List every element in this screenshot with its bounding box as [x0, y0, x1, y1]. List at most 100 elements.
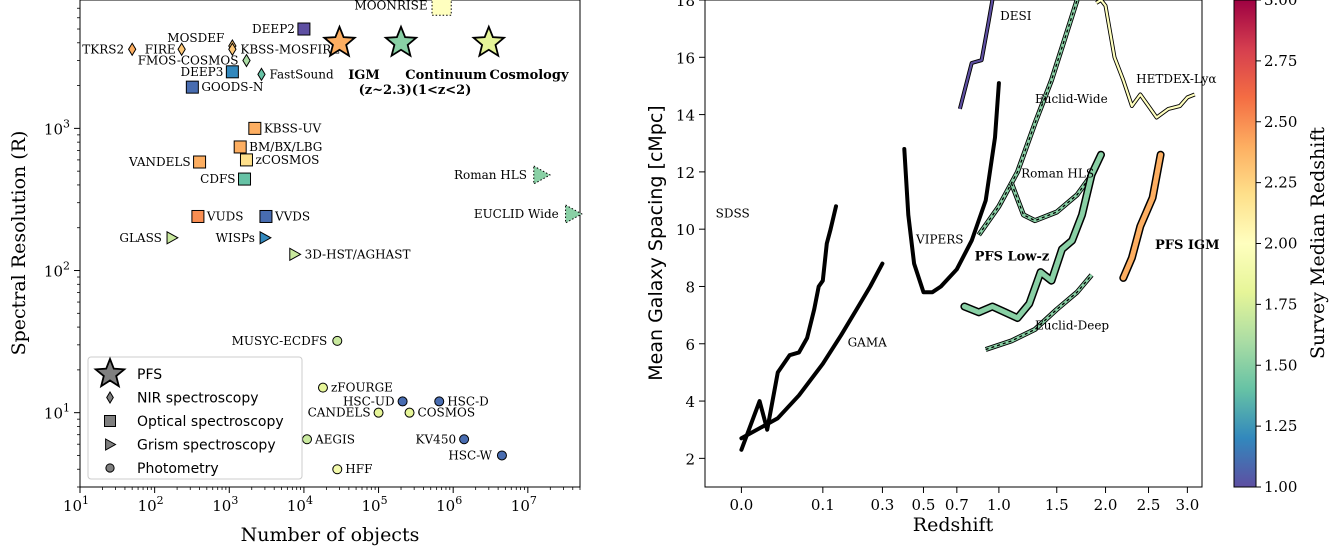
legend-label: Optical spectroscopy	[137, 414, 284, 430]
line-label: PFS Low-z	[975, 250, 1050, 265]
point-vandels-marker	[193, 155, 207, 169]
right-plot-frame	[704, 0, 1203, 488]
line-label: GAMA	[848, 336, 888, 350]
point-tkrs2-marker	[127, 42, 137, 57]
point-deep3-marker	[225, 65, 239, 79]
line-label: Euclid-Wide	[1035, 92, 1108, 106]
legend-label: Photometry	[137, 461, 219, 477]
left-y-ticks: 101 102 103	[44, 7, 80, 488]
series-gama-line	[739, 261, 885, 441]
colorbar: 1.00 1.25 1.50 1.75 2.00 2.25 2.50 2.75 3.00 Sur…	[1233, 0, 1329, 496]
pfs-star-1	[383, 24, 419, 58]
pfs-label-cosmology: Cosmology	[489, 68, 568, 83]
colorbar-tick-label: 3.00	[1264, 0, 1297, 9]
left-x-tick-label: 107	[511, 494, 537, 515]
point-candels-marker	[373, 407, 384, 418]
pfs-label-igm: IGM	[348, 68, 380, 83]
pfs-label-redshift: (z~2.3)(1<z<2)	[359, 83, 472, 98]
legend-diamond-icon	[106, 391, 114, 404]
right-x-tick-label: 0.3	[871, 496, 895, 514]
series-euclid-wide-fill	[977, 0, 1079, 236]
line-label: DESI	[1000, 9, 1032, 23]
point-deep2-marker	[297, 22, 311, 36]
legend-triangle-icon	[105, 438, 117, 451]
point-roman-hls-marker	[533, 165, 552, 185]
point-vvds-marker	[259, 209, 273, 223]
pfs-star-2	[471, 24, 507, 58]
line-label: PFS IGM	[1155, 238, 1220, 253]
point-label: FastSound	[269, 67, 334, 81]
legend-label: Grism spectroscopy	[137, 438, 276, 454]
right-x-tick-label: 3.0	[1175, 496, 1199, 514]
right-y-tick-label: 2	[685, 450, 695, 468]
colorbar-tick-label: 1.75	[1264, 295, 1297, 313]
point-label: zCOSMOS	[255, 153, 319, 167]
legend-frame	[87, 356, 303, 480]
point-label: HSC-D	[447, 394, 489, 408]
point-kv450-marker	[459, 434, 470, 445]
point-label: KBSS-MOSFIRE	[240, 42, 340, 56]
point-cdfs-marker	[238, 172, 252, 186]
right-x-tick-label: 2.0	[1094, 496, 1118, 514]
point-label: MOONRISE	[354, 0, 427, 13]
right-x-ticks: 0.0 0.1 0.3 0.5 0.7 1.0 1.5 2.0 2.5 3.0	[729, 487, 1199, 514]
pfs-stars	[321, 24, 507, 58]
right-y-tick-label: 12	[676, 164, 695, 182]
series-pfs-igm-line	[1120, 152, 1164, 281]
series-vipers-line	[902, 81, 1001, 295]
point-label: CANDELS	[308, 406, 371, 420]
left-y-tick-label: 103	[44, 117, 70, 138]
left-y-tick-label: 102	[44, 260, 70, 281]
point-label: 3D-HST/AGHAST	[305, 247, 411, 261]
left-x-tick-label: 101	[63, 494, 89, 515]
left-x-tick-label: 104	[287, 494, 313, 515]
line-label: Roman HLS	[1021, 167, 1094, 181]
point-label: AEGIS	[314, 432, 355, 446]
series-pfs-low-z-line	[961, 152, 1104, 321]
point-aegis-marker	[302, 434, 313, 445]
colorbar-tick-label: 1.00	[1264, 478, 1297, 496]
right-data-lines	[739, 0, 1196, 452]
right-y-tick-label: 16	[676, 49, 695, 67]
point-vuds-marker	[191, 209, 205, 223]
point-wisps-marker	[259, 230, 272, 245]
point-label: MUSYC-ECDFS	[232, 334, 328, 348]
point-label: BM/BX/LBG	[249, 140, 322, 154]
point-label: COSMOS	[418, 406, 476, 420]
point-label: VUDS	[206, 209, 244, 223]
right-y-tick-label: 18	[676, 0, 695, 10]
left-y-axis-label: Spectral Resolution (R)	[8, 131, 30, 356]
point-hsc-d-marker	[434, 396, 445, 407]
left-x-ticks: 101 102 103 104 105 106 107	[63, 487, 581, 515]
legend-square-icon	[104, 415, 116, 427]
point-label: KBSS-UV	[264, 121, 322, 135]
right-x-tick-label: 2.5	[1137, 496, 1161, 514]
left-x-axis-label: Number of objects	[241, 524, 420, 546]
right-line-labels: SDSS GAMA VIPERS DESI Euclid-Wide Roman HLS Eu…	[716, 9, 1220, 350]
point-label: Roman HLS	[454, 168, 527, 182]
point-zcosmos-marker	[239, 153, 253, 167]
colorbar-tick-label: 1.50	[1264, 356, 1297, 374]
point-label: zFOURGE	[331, 381, 393, 395]
series-hetdex-ly--outline	[1095, 0, 1196, 120]
right-y-ticks: 2 4 6 8 10 12 14 16 18	[676, 0, 705, 468]
line-label: HETDEX-Lyα	[1136, 72, 1216, 86]
colorbar-tick-label: 2.75	[1264, 52, 1297, 70]
right-x-tick-label: 0.7	[945, 496, 969, 514]
point-label: MOSDEF	[167, 31, 224, 45]
right-x-tick-label: 1.0	[987, 496, 1011, 514]
colorbar-tick-label: 1.25	[1264, 417, 1297, 435]
point-fastsound-marker	[257, 67, 266, 82]
point-musyc-ecdfs-marker	[332, 335, 343, 346]
point-3d-hst-aghast-marker	[289, 247, 302, 262]
point-bm-bx-lbg-marker	[233, 140, 247, 154]
point-glass-marker	[166, 230, 179, 245]
legend-label: NIR spectroscopy	[137, 391, 259, 407]
legend-pfs-star-icon	[93, 356, 127, 389]
point-label: HSC-W	[448, 448, 492, 462]
point-label: DEEP3	[181, 65, 224, 79]
colorbar-tick-label: 2.50	[1264, 113, 1297, 131]
right-x-tick-label: 1.5	[1045, 496, 1069, 514]
point-label: FIRE	[145, 42, 176, 56]
